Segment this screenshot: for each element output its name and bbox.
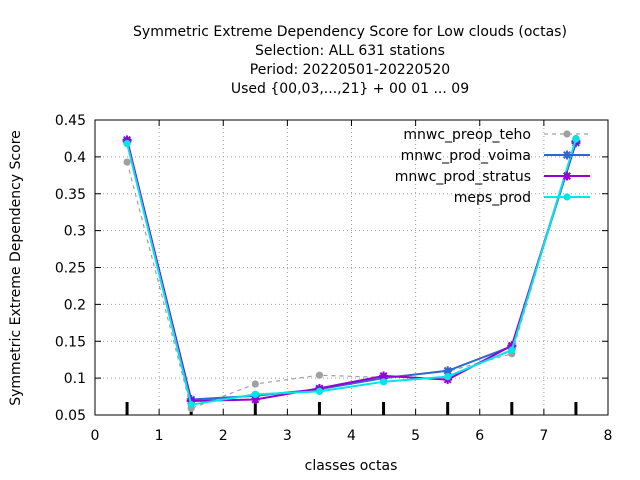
legend-label: mnwc_prod_voima bbox=[401, 148, 531, 164]
series-line bbox=[126, 139, 577, 402]
x-tick-label: 5 bbox=[411, 428, 420, 444]
legend: mnwc_preop_teho mnwc_prod_voima mnwc_prod_… bbox=[395, 127, 590, 206]
axis-ticks: 0 1 2 3 4 5 6 7 8 0.05 0.1 0.15 0.2 0.25 0.3 0.35 0.4 0.4… bbox=[55, 113, 613, 444]
data-point bbox=[123, 158, 131, 166]
x-tick-label: 8 bbox=[604, 428, 613, 444]
data-point bbox=[187, 401, 195, 409]
chart-title: Symmetric Extreme Dependency Score for L… bbox=[133, 24, 567, 97]
chart-title-line: Symmetric Extreme Dependency Score for L… bbox=[133, 24, 567, 40]
grid bbox=[95, 120, 608, 415]
y-tick-label: 0.4 bbox=[64, 150, 86, 166]
x-axis-label: classes octas bbox=[305, 458, 398, 474]
data-point bbox=[379, 378, 388, 386]
data-point bbox=[123, 140, 131, 148]
data-point bbox=[443, 366, 453, 376]
data-point bbox=[444, 373, 452, 381]
x-tick-label: 0 bbox=[91, 428, 100, 444]
legend-label: mnwc_prod_stratus bbox=[395, 169, 531, 185]
chart-title-line: Period: 20220501-20220520 bbox=[250, 62, 450, 78]
legend-marker bbox=[562, 150, 572, 160]
y-tick-label: 0.45 bbox=[55, 113, 86, 129]
series bbox=[122, 134, 581, 412]
chart-title-line: Selection: ALL 631 stations bbox=[255, 43, 445, 59]
x-tick-label: 2 bbox=[219, 428, 228, 444]
x-tick-label: 6 bbox=[475, 428, 484, 444]
x-tick-label: 7 bbox=[539, 428, 548, 444]
y-tick-label: 0.3 bbox=[64, 224, 86, 240]
y-tick-label: 0.2 bbox=[64, 297, 86, 313]
y-axis-label: Symmetric Extreme Dependency Score bbox=[8, 130, 24, 406]
data-point bbox=[572, 135, 580, 143]
data-point bbox=[508, 346, 516, 354]
series-line bbox=[126, 138, 577, 406]
y-tick-label: 0.1 bbox=[64, 371, 86, 387]
legend-marker bbox=[562, 171, 572, 181]
y-tick-label: 0.25 bbox=[55, 261, 86, 277]
legend-marker bbox=[563, 130, 571, 138]
data-point bbox=[251, 390, 259, 398]
y-tick-label: 0.35 bbox=[55, 187, 86, 203]
data-point bbox=[315, 371, 324, 379]
series-line bbox=[126, 138, 577, 409]
data-point bbox=[315, 387, 324, 395]
legend-label: mnwc_preop_teho bbox=[403, 127, 531, 143]
x-tick-label: 4 bbox=[347, 428, 356, 444]
x-tick-label: 1 bbox=[155, 428, 164, 444]
series-meps_prod bbox=[123, 135, 580, 409]
y-tick-label: 0.05 bbox=[55, 408, 86, 424]
y-tick-label: 0.15 bbox=[55, 334, 86, 350]
x-tick-label: 3 bbox=[283, 428, 292, 444]
legend-label: meps_prod bbox=[454, 190, 531, 206]
chart-title-line: Used {00,03,...,21} + 00 01 ... 09 bbox=[231, 81, 469, 97]
legend-marker bbox=[563, 193, 571, 201]
data-point bbox=[251, 380, 259, 388]
data-point bbox=[250, 395, 260, 405]
